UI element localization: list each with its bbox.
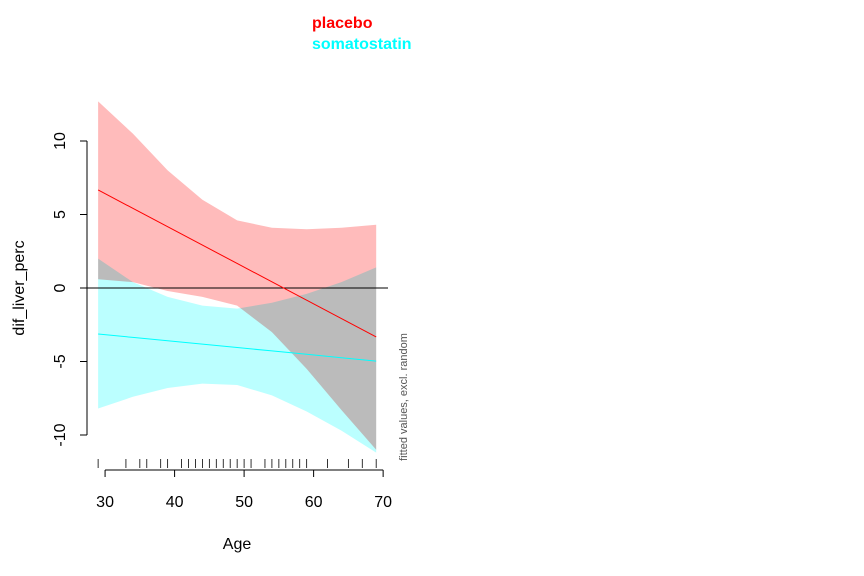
y-axis-label: dif_liver_perc <box>11 240 28 335</box>
x-tick-label: 30 <box>96 494 114 511</box>
y-tick-label: 0 <box>52 283 69 292</box>
legend-entry: somatostatin <box>312 36 412 53</box>
y-tick-label: -5 <box>52 354 69 368</box>
side-note: fitted values, excl. random <box>398 333 410 461</box>
x-tick-label: 40 <box>166 494 184 511</box>
fit-line <box>98 333 377 362</box>
y-tick-label: 10 <box>52 132 69 150</box>
x-axis-label: Age <box>223 536 252 553</box>
x-tick-label: 50 <box>235 494 253 511</box>
confidence-band <box>98 258 377 453</box>
x-tick-label: 70 <box>374 494 392 511</box>
x-tick-label: 60 <box>305 494 323 511</box>
legend-entry: placebo <box>312 15 373 32</box>
y-tick-label: -10 <box>52 423 69 446</box>
y-tick-label: 5 <box>52 210 69 219</box>
fit-line <box>97 189 377 338</box>
